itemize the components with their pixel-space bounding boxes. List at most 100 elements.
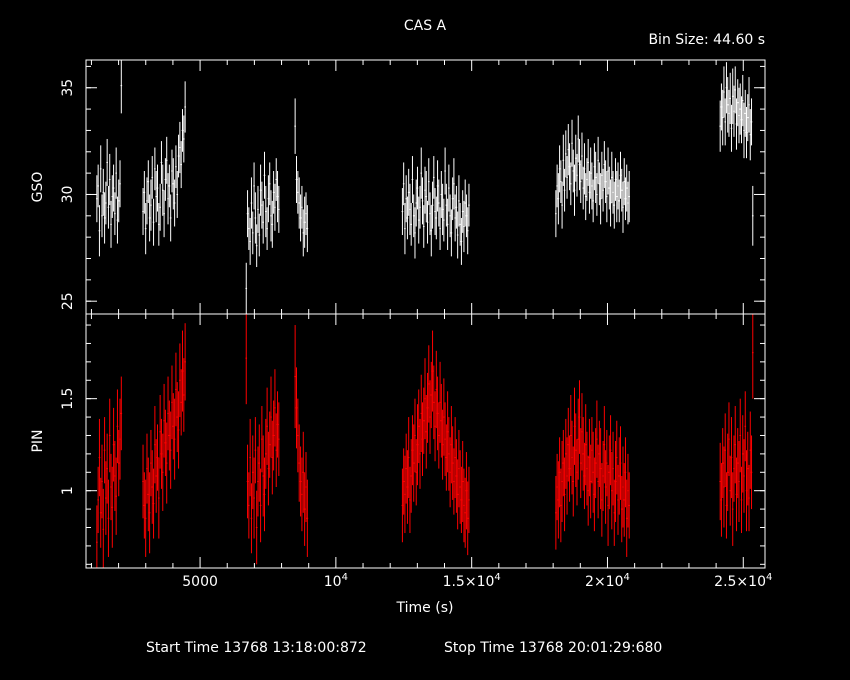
pin-data-point <box>620 475 623 543</box>
gso-data-point <box>108 153 111 206</box>
gso-data-point <box>406 196 409 240</box>
gso-data-point <box>274 183 276 231</box>
gso-data-point <box>734 66 737 114</box>
pin-data-point <box>458 429 460 508</box>
pin-data-point <box>179 343 181 418</box>
pin-data-point <box>459 450 461 524</box>
pin-data-point <box>401 468 404 543</box>
pin-data-point <box>176 382 179 453</box>
gso-data-point <box>578 138 581 191</box>
pin-data-point <box>628 472 630 539</box>
pin-data-point <box>248 472 250 539</box>
gso-data-point <box>168 164 171 208</box>
gso-data-point <box>262 200 264 244</box>
gso-data-point <box>297 170 299 214</box>
pin-data-point <box>735 457 738 532</box>
gso-data-point <box>112 164 115 212</box>
pin-data-point <box>108 398 111 473</box>
gso-data-point <box>728 89 730 137</box>
pin-data-point <box>184 323 186 401</box>
pin-data-point <box>405 433 407 504</box>
gso-data-point <box>586 158 588 201</box>
pin-data-point <box>152 468 155 539</box>
gso-data-point <box>422 205 425 248</box>
pin-data-point <box>262 435 264 517</box>
gso-data-point <box>142 188 144 236</box>
gso-data-point <box>455 185 458 229</box>
gso-data-point <box>259 164 262 216</box>
pin-data-point <box>608 435 611 510</box>
gso-data-point <box>571 119 573 167</box>
gso-data-point <box>736 79 739 127</box>
gso-data-point <box>271 200 274 248</box>
pin-data-point <box>143 472 146 539</box>
gso-data-point <box>102 168 105 216</box>
gso-data-point <box>251 211 254 255</box>
gso-data-point <box>154 147 156 191</box>
pin-data-point <box>466 481 469 556</box>
pin-data-point <box>729 455 732 526</box>
gso-data-point <box>723 66 725 118</box>
pin-data-point <box>114 441 116 511</box>
pin-data-point <box>259 468 262 543</box>
pin-data-point <box>574 413 577 488</box>
pin-data-point <box>169 411 172 489</box>
pin-data-point <box>739 398 742 473</box>
gso-data-point <box>625 164 628 212</box>
gso-data-point <box>267 175 270 223</box>
pin-data-point <box>267 431 270 506</box>
pin-data-point <box>606 429 608 497</box>
gso-data-point <box>619 151 622 199</box>
pin-data-point <box>738 441 740 522</box>
pin-data-point <box>567 407 570 482</box>
pin-data-point <box>615 420 618 495</box>
gso-data-point <box>270 190 272 242</box>
chart-title: CAS A <box>404 18 447 34</box>
pin-data-point <box>422 387 425 454</box>
gso-data-point <box>746 94 749 142</box>
gso-data-point <box>738 87 740 144</box>
pin-data-point <box>251 435 254 510</box>
gso-data-point <box>582 166 585 210</box>
pin-data-point <box>581 393 583 471</box>
gso-data-point <box>99 145 102 193</box>
pin-data-point <box>96 505 98 568</box>
pin-data-point <box>439 361 441 443</box>
pin-data-point <box>144 479 147 557</box>
pin-data-point <box>446 391 449 473</box>
gso-data-point <box>302 209 305 257</box>
pin-data-point <box>584 404 587 486</box>
gso-data-point <box>434 188 436 236</box>
pin-data-point <box>119 398 121 480</box>
pin-data-point <box>572 446 575 517</box>
gso-data-point <box>603 141 606 189</box>
pin-data-point <box>623 463 626 537</box>
gso-data-point <box>278 185 280 233</box>
gso-data-point <box>111 175 114 218</box>
gso-data-point <box>594 151 597 204</box>
pin-data-point <box>601 463 603 537</box>
gso-data-point <box>583 143 586 195</box>
gso-data-point <box>426 200 429 244</box>
gso-data-point <box>165 136 168 184</box>
gso-data-point <box>567 124 570 176</box>
pin-data-point <box>609 415 612 486</box>
gso-data-point <box>741 74 744 127</box>
gso-data-point <box>557 173 560 225</box>
gso-data-point <box>751 185 754 246</box>
gso-data-point <box>444 147 446 195</box>
gso-data-point <box>563 168 566 212</box>
pin-data-point <box>603 406 606 484</box>
pin-data-point <box>402 448 405 515</box>
gso-data-point <box>450 209 453 257</box>
pin-data-point <box>454 417 456 499</box>
pin-data-point <box>261 406 263 473</box>
pin-data-point <box>306 479 309 557</box>
gso-data-point <box>607 147 609 195</box>
pin-data-point <box>298 424 301 502</box>
gso-data-point <box>416 166 419 210</box>
gso-data-point <box>429 192 431 236</box>
pin-data-point <box>614 441 617 522</box>
gso-data-point <box>610 151 613 204</box>
gso-data-point <box>97 164 99 208</box>
